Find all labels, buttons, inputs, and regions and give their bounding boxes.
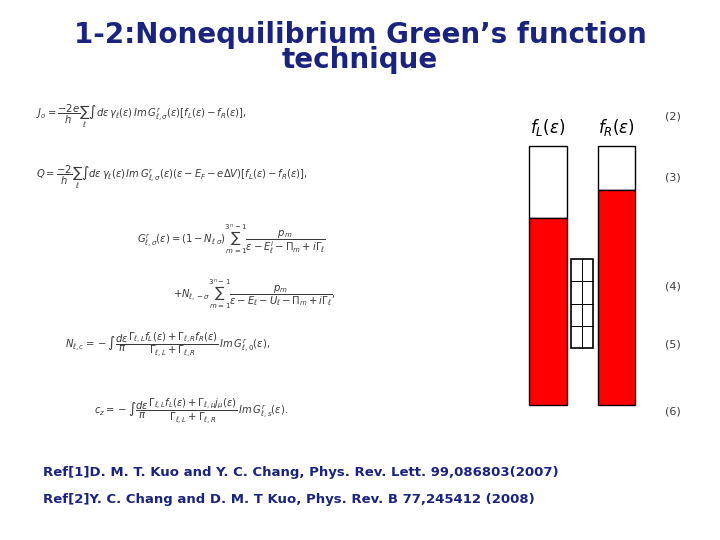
Bar bbox=[571, 259, 593, 348]
Text: $f_L(\varepsilon)$: $f_L(\varepsilon)$ bbox=[530, 117, 566, 138]
Text: technique: technique bbox=[282, 46, 438, 75]
Bar bbox=[529, 146, 567, 218]
Text: (4): (4) bbox=[665, 281, 681, 291]
Text: $f_R(\varepsilon)$: $f_R(\varepsilon)$ bbox=[598, 117, 635, 138]
Text: $N_{\ell,c} = -\int \dfrac{d\varepsilon}{\pi} \dfrac{\Gamma_{\ell,L} f_L(\vareps: $N_{\ell,c} = -\int \dfrac{d\varepsilon}… bbox=[65, 330, 270, 359]
Bar bbox=[598, 146, 635, 190]
Text: $J_o = \dfrac{-2e}{h} \sum_{\ell} \int d\varepsilon\, \gamma_{\ell}(\varepsilon): $J_o = \dfrac{-2e}{h} \sum_{\ell} \int d… bbox=[36, 103, 247, 130]
Bar bbox=[529, 218, 567, 405]
Bar bbox=[598, 190, 635, 405]
Text: Ref[2]Y. C. Chang and D. M. T Kuo, Phys. Rev. B 77,245412 (2008): Ref[2]Y. C. Chang and D. M. T Kuo, Phys.… bbox=[43, 493, 535, 506]
Text: (6): (6) bbox=[665, 407, 681, 416]
Text: (3): (3) bbox=[665, 172, 681, 182]
Text: (5): (5) bbox=[665, 340, 681, 349]
Text: $G^r_{\ell,\sigma}(\varepsilon) = (1 - N_{\ell\;\sigma}) \sum_{m=1}^{3^{n}-1} \d: $G^r_{\ell,\sigma}(\varepsilon) = (1 - N… bbox=[137, 223, 325, 258]
Text: $Q = \dfrac{-2}{h} \sum_{\ell} \int d\varepsilon\, \gamma_{\ell}(\varepsilon)\, : $Q = \dfrac{-2}{h} \sum_{\ell} \int d\va… bbox=[36, 164, 307, 191]
Text: 1-2:Nonequilibrium Green’s function: 1-2:Nonequilibrium Green’s function bbox=[73, 21, 647, 49]
Text: Ref[1]D. M. T. Kuo and Y. C. Chang, Phys. Rev. Lett. 99,086803(2007): Ref[1]D. M. T. Kuo and Y. C. Chang, Phys… bbox=[43, 466, 559, 479]
Text: (2): (2) bbox=[665, 111, 681, 121]
Text: $c_z = -\int \dfrac{d\varepsilon}{\pi} \dfrac{\Gamma_{\ell,L} f_L(\varepsilon) +: $c_z = -\int \dfrac{d\varepsilon}{\pi} \… bbox=[94, 397, 288, 426]
Text: $+ N_{\ell,-\sigma} \sum_{m=1}^{3^{n}-1} \dfrac{p_m}{\varepsilon - E_\ell - U_\e: $+ N_{\ell,-\sigma} \sum_{m=1}^{3^{n}-1}… bbox=[173, 278, 336, 311]
